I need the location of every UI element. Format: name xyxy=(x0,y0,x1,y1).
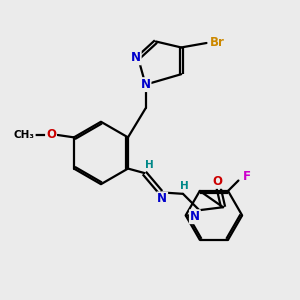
Text: H: H xyxy=(180,181,189,190)
Text: O: O xyxy=(46,128,56,142)
Text: O: O xyxy=(212,175,222,188)
Text: N: N xyxy=(140,78,151,91)
Text: F: F xyxy=(242,169,250,183)
Text: H: H xyxy=(145,160,154,170)
Text: N: N xyxy=(190,210,200,223)
Text: CH₃: CH₃ xyxy=(14,130,35,140)
Text: N: N xyxy=(157,192,167,206)
Text: Br: Br xyxy=(209,36,224,49)
Text: N: N xyxy=(131,51,141,64)
